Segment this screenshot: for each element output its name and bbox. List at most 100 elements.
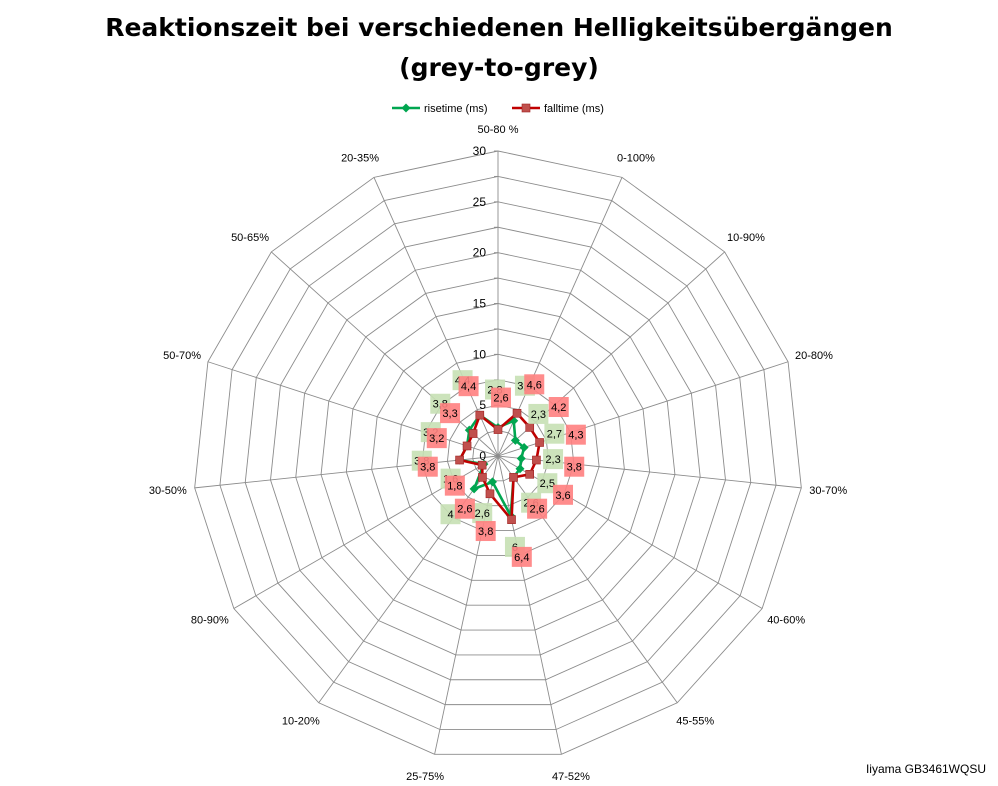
grid-ring (320, 277, 676, 631)
data-label-bg (524, 374, 545, 395)
grid-spoke (497, 455, 562, 755)
data-label-bg (544, 423, 565, 444)
data-label-bg (548, 397, 569, 418)
data-label-bg (553, 484, 574, 505)
data-point (493, 425, 503, 434)
data-label: 3,8 (564, 456, 585, 477)
data-point (468, 429, 478, 438)
data-point (485, 489, 495, 499)
data-label-bg (475, 521, 496, 542)
radar-grid (194, 150, 802, 755)
data-label-bg (537, 473, 558, 494)
data-label-bg (458, 376, 479, 397)
grid-ring (219, 175, 777, 730)
category-label: 50-80 % (478, 124, 519, 136)
series-line (458, 413, 526, 517)
data-point (510, 435, 520, 445)
grid-spoke (373, 177, 499, 457)
legend-marker (401, 103, 411, 113)
data-label-text: 1,8 (447, 481, 462, 493)
grid-ring (371, 328, 625, 581)
data-label-text: 4,6 (527, 379, 542, 391)
category-label: 50-65% (231, 232, 269, 244)
data-point (455, 455, 464, 465)
source-label: Iiyama GB3461WQSU (865, 762, 986, 776)
data-label: 3,8 (417, 456, 438, 477)
data-label-text: 2,6 (457, 504, 472, 516)
data-label: 2,6 (454, 498, 475, 519)
radial-tick-labels: 0 5 10 15 20 25 30 (473, 144, 487, 463)
grid-ring (345, 303, 651, 606)
data-label-bg (454, 498, 475, 519)
category-label: 30-70% (809, 485, 847, 497)
radial-tick-label: 10 (473, 347, 487, 361)
data-point (469, 484, 479, 494)
data-label-text: 4 (447, 509, 453, 521)
data-label-bg (543, 449, 564, 470)
grid-spoke (271, 251, 499, 457)
radial-tick-label: 20 (473, 246, 487, 260)
series-layer (455, 408, 544, 524)
data-label-text: 3,2 (429, 433, 444, 445)
data-point (462, 441, 472, 451)
data-label-text: 4,4 (461, 381, 476, 393)
data-label-text: 3,6 (555, 490, 570, 502)
data-point (532, 455, 541, 465)
data-label-text: 3,8 (478, 526, 493, 538)
data-label: 3,3 (440, 403, 461, 424)
data-label-text: 3,8 (567, 462, 582, 474)
data-label-bg (440, 403, 461, 424)
data-label: 6,4 (511, 546, 532, 567)
series-line (458, 411, 541, 521)
data-label-bg (417, 456, 438, 477)
radial-tick-label: 0 (479, 449, 486, 463)
legend: risetime (ms) falltime (ms) (392, 103, 604, 115)
data-label: 4,2 (548, 397, 569, 418)
category-label: 10-90% (727, 232, 765, 244)
data-label: 2,3 (543, 449, 564, 470)
category-label: 30-50% (149, 485, 187, 497)
category-label: 50-70% (163, 350, 201, 362)
radial-tick-label: 15 (473, 297, 487, 311)
data-label-text: 4,3 (568, 430, 583, 442)
category-label: 80-90% (191, 615, 229, 627)
data-label-text: 2,6 (529, 504, 544, 516)
category-label: 20-80% (795, 350, 833, 362)
data-label: 1,8 (444, 475, 465, 496)
category-label: 47-52% (552, 771, 590, 783)
data-label: 4,6 (524, 374, 545, 395)
data-label: 2,6 (472, 503, 493, 524)
grid-ring (194, 150, 802, 755)
data-label: 4,3 (565, 424, 586, 445)
chart-title-line2: (grey-to-grey) (399, 53, 599, 82)
data-point (516, 453, 526, 463)
data-point (488, 477, 498, 487)
data-label-text: 3,3 (442, 408, 457, 420)
data-label: 4,4 (458, 376, 479, 397)
data-point (509, 473, 518, 482)
data-label-text: 6,4 (514, 552, 529, 564)
data-label-text: 2,7 (547, 429, 562, 441)
data-point (525, 423, 535, 432)
radial-tick-label: 25 (473, 195, 487, 209)
data-label: 3,8 (475, 521, 496, 542)
radial-tick-label: 30 (473, 144, 487, 158)
category-labels: 50-80 % 0-100% 10-90% 20-80% 30-70% 40-60% 45-… (149, 124, 847, 783)
data-label-text: 2,5 (540, 478, 555, 490)
radial-tick-label: 5 (479, 398, 486, 412)
data-label-text: 2,3 (545, 454, 560, 466)
series-falltime (455, 408, 544, 524)
grid-ring (421, 379, 575, 532)
chart-title: Reaktionszeit bei verschiedenen Helligke… (0, 8, 998, 88)
legend-item-risetime: risetime (ms) (392, 103, 488, 115)
legend-label: risetime (ms) (424, 103, 488, 115)
chart-title-line1: Reaktionszeit bei verschiedenen Helligke… (105, 13, 893, 42)
data-point (535, 438, 544, 447)
data-label-bg (528, 403, 549, 424)
data-label-text: 3,8 (420, 462, 435, 474)
data-label-bg (564, 456, 585, 477)
data-point (512, 408, 522, 418)
data-label-bg (565, 424, 586, 445)
data-label: 2,7 (544, 423, 565, 444)
